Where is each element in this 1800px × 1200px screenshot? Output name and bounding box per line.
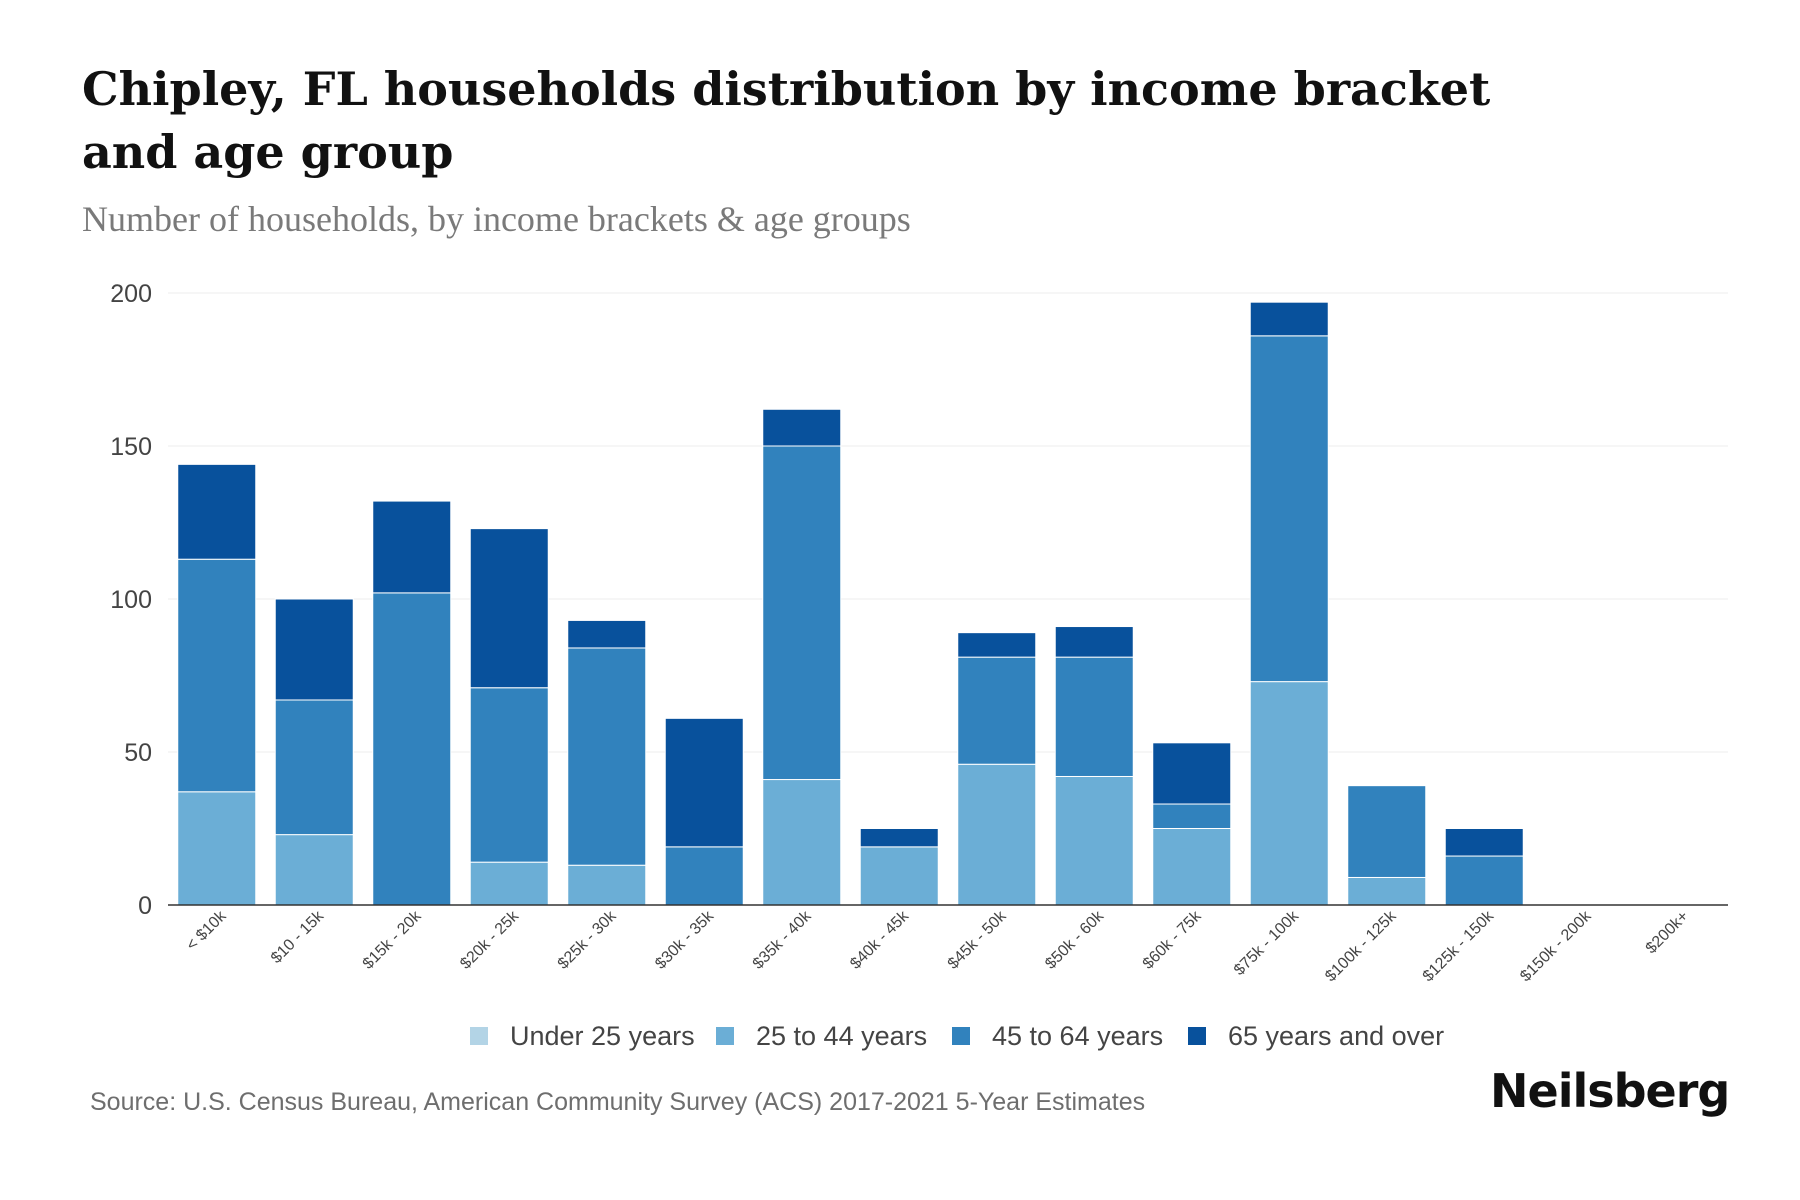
bar-segment [469,687,549,863]
bar-segment [469,861,549,906]
bar-segment [177,558,257,793]
stacked-bar-chart: 0 50 100 150 200 < $10k $10 - 15k $15k - 20k $20… [110,280,1728,1051]
x-tick-label: $45k - 50k [945,907,1011,973]
bar-segment [177,791,257,906]
x-tick-label: $75k - 100k [1231,907,1303,979]
bars [177,301,1524,906]
x-tick-label: $30k - 35k [652,907,718,973]
legend-label: 25 to 44 years [756,1021,927,1051]
bar-segment [372,592,452,906]
y-tick-label: 150 [110,433,152,461]
bar-segment [762,779,842,906]
bar-segment [372,500,452,594]
bar-segment [1152,803,1232,830]
legend-swatch [470,1027,488,1045]
x-tick-label: < $10k [183,907,230,954]
bar-segment [1444,828,1524,857]
bar-segment [1249,301,1329,337]
y-tick-label: 200 [110,280,152,308]
bar-segment [469,528,549,689]
x-tick-label: $10 - 15k [268,907,328,967]
bar-segment [1444,855,1524,906]
bar-segment [664,846,744,906]
y-tick-label: 0 [138,892,152,920]
bar-segment [1054,656,1134,777]
y-tick-label: 100 [110,586,152,614]
x-tick-label: $100k - 125k [1322,907,1400,985]
legend-swatch [716,1027,734,1045]
bar-segment [567,864,647,906]
bar-segment [1249,335,1329,683]
bar-segment [274,598,354,701]
x-tick-label: $60k - 75k [1140,907,1206,973]
bar-segment [1152,742,1232,805]
bar-segment [567,647,647,866]
bar-segment [1054,775,1134,906]
x-tick-label: $200k+ [1643,908,1692,957]
x-tick-label: $20k - 25k [457,907,523,973]
y-tick-label: 50 [124,739,152,767]
x-tick-label: $50k - 60k [1042,907,1108,973]
x-tick-label: $40k - 45k [847,907,913,973]
chart-title: Chipley, FL households distribution by i… [82,62,1491,179]
legend-swatch [952,1027,970,1045]
bar-segment [957,632,1037,658]
legend-swatch [1188,1027,1206,1045]
bar-segment [957,656,1037,765]
x-tick-label: $125k - 150k [1420,907,1498,985]
legend: Under 25 years 25 to 44 years 45 to 64 yea… [470,1021,1444,1051]
chart-subtitle: Number of households, by income brackets… [82,199,911,239]
legend-label: 65 years and over [1228,1021,1444,1051]
x-tick-label: $35k - 40k [750,907,816,973]
brand-logo: Neilsberg [1490,1064,1730,1118]
bar-segment [957,763,1037,906]
bar-segment [1347,876,1427,906]
bar-segment [859,828,939,848]
x-tick-label: $25k - 30k [555,907,621,973]
bar-segment [567,619,647,649]
bar-segment [1054,626,1134,658]
legend-label: 45 to 64 years [992,1021,1163,1051]
source-note: Source: U.S. Census Bureau, American Com… [90,1088,1146,1116]
x-tick-label: $15k - 20k [360,907,426,973]
bar-segment [762,408,842,447]
bar-segment [274,834,354,906]
bar-segment [1152,828,1232,906]
bar-segment [762,445,842,781]
x-tick-label: $150k - 200k [1517,907,1595,985]
bar-segment [177,463,257,560]
bar-segment [274,699,354,836]
legend-label: Under 25 years [510,1021,695,1051]
bar-segment [1347,785,1427,878]
bar-segment [859,846,939,906]
bar-segment [1249,681,1329,906]
bar-segment [664,717,744,848]
